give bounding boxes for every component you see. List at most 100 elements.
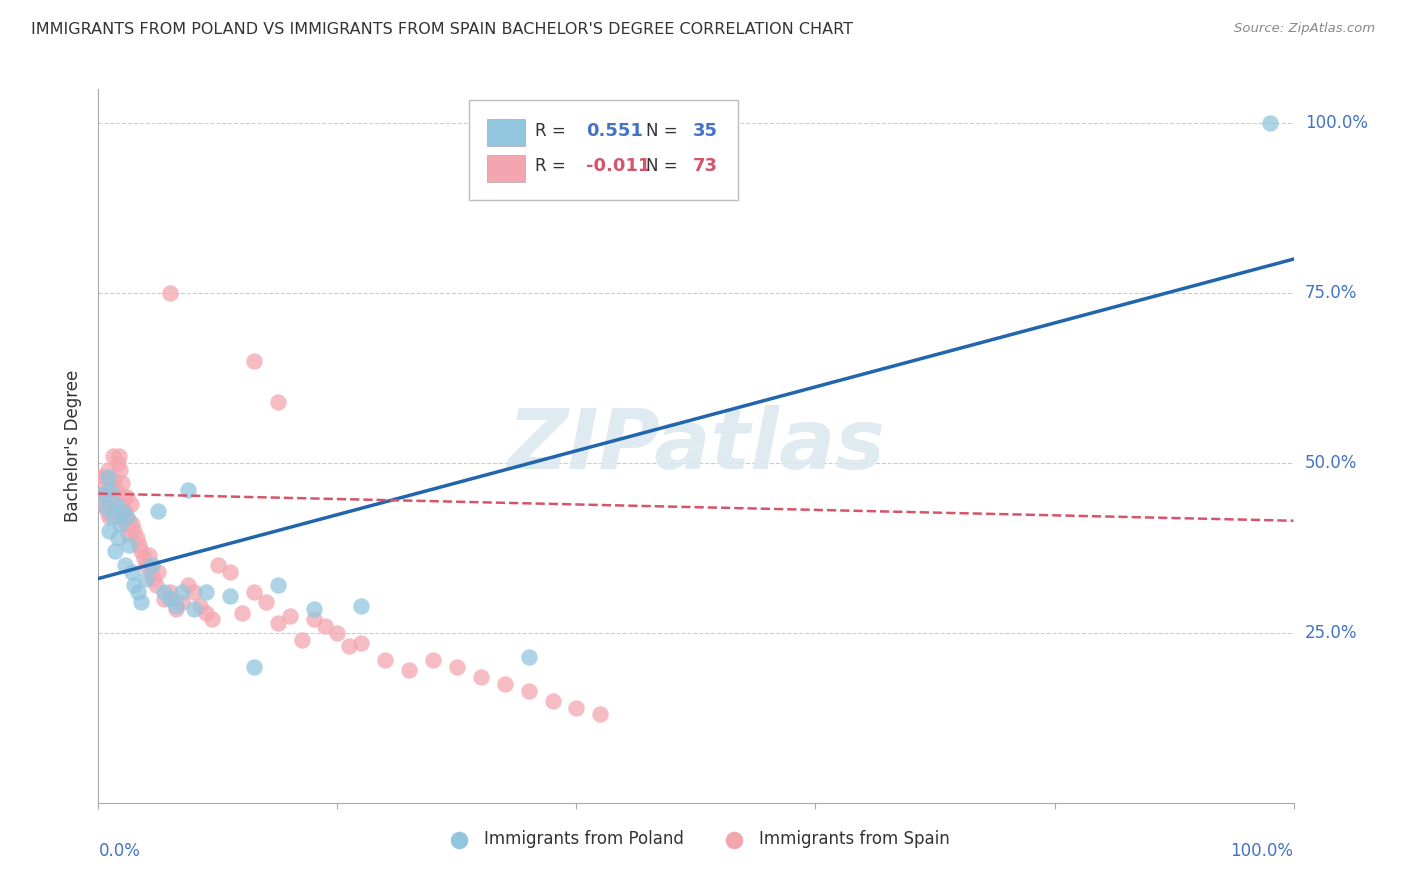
FancyBboxPatch shape	[486, 120, 524, 146]
Point	[153, 585, 176, 599]
Point	[565, 700, 588, 714]
Point	[107, 449, 129, 463]
Point	[422, 653, 444, 667]
Text: 0.551: 0.551	[586, 121, 643, 139]
Y-axis label: Bachelor's Degree: Bachelor's Degree	[65, 370, 83, 522]
Point	[107, 531, 129, 545]
Point	[254, 595, 277, 609]
Point	[114, 503, 136, 517]
Point	[98, 524, 121, 538]
Point	[517, 683, 540, 698]
Point	[108, 463, 131, 477]
Point	[104, 544, 127, 558]
Point	[165, 599, 187, 613]
Point	[201, 612, 224, 626]
Point	[541, 694, 564, 708]
Point	[267, 615, 290, 630]
Text: 50.0%: 50.0%	[1305, 454, 1357, 472]
Point	[135, 572, 157, 586]
Point	[1258, 116, 1281, 130]
Text: 100.0%: 100.0%	[1305, 114, 1368, 132]
Point	[124, 524, 146, 538]
Point	[350, 636, 373, 650]
Point	[302, 612, 325, 626]
Point	[183, 602, 205, 616]
Point	[188, 599, 211, 613]
Point	[93, 469, 115, 483]
Text: ZIPatlas: ZIPatlas	[508, 406, 884, 486]
Point	[195, 585, 218, 599]
Point	[139, 565, 162, 579]
Point	[339, 640, 361, 654]
Point	[141, 558, 163, 572]
Point	[98, 483, 122, 498]
Point	[103, 473, 125, 487]
Point	[159, 585, 181, 599]
Point	[131, 544, 153, 558]
Point	[177, 483, 200, 498]
Point	[302, 602, 325, 616]
Text: 25.0%: 25.0%	[1305, 624, 1357, 642]
Point	[142, 572, 165, 586]
Point	[115, 517, 138, 532]
Point	[94, 500, 117, 515]
Point	[165, 602, 187, 616]
Point	[101, 449, 124, 463]
Point	[138, 548, 160, 562]
Point	[278, 608, 301, 623]
Point	[91, 497, 114, 511]
Point	[90, 469, 112, 483]
Point	[446, 660, 468, 674]
Point	[104, 503, 127, 517]
Text: 73: 73	[692, 157, 717, 175]
Point	[374, 653, 396, 667]
Point	[350, 599, 373, 613]
Point	[172, 595, 194, 609]
Point	[131, 595, 153, 609]
Point	[96, 503, 118, 517]
Point	[91, 486, 114, 500]
Point	[326, 626, 349, 640]
Point	[148, 565, 170, 579]
Point	[243, 660, 266, 674]
Point	[107, 456, 129, 470]
Point	[111, 503, 134, 517]
Point	[105, 497, 128, 511]
Point	[153, 591, 176, 606]
Point	[183, 585, 205, 599]
Point	[219, 589, 242, 603]
Point	[94, 483, 117, 498]
Point	[112, 490, 135, 504]
Point	[398, 663, 420, 677]
Text: R =: R =	[534, 157, 571, 175]
Point	[128, 537, 150, 551]
Point	[243, 585, 266, 599]
Point	[91, 486, 114, 500]
Legend: Immigrants from Poland, Immigrants from Spain: Immigrants from Poland, Immigrants from …	[436, 824, 956, 855]
Point	[219, 565, 242, 579]
Text: -0.011: -0.011	[586, 157, 651, 175]
Point	[124, 578, 146, 592]
Point	[97, 469, 120, 483]
Point	[267, 394, 290, 409]
Point	[105, 483, 128, 498]
Point	[267, 578, 290, 592]
Point	[98, 510, 121, 524]
Point	[207, 558, 229, 572]
Point	[121, 517, 143, 532]
Text: IMMIGRANTS FROM POLAND VS IMMIGRANTS FROM SPAIN BACHELOR'S DEGREE CORRELATION CH: IMMIGRANTS FROM POLAND VS IMMIGRANTS FRO…	[31, 22, 853, 37]
Text: 75.0%: 75.0%	[1305, 284, 1357, 302]
Text: N =: N =	[645, 121, 683, 139]
FancyBboxPatch shape	[470, 100, 738, 200]
Point	[118, 537, 141, 551]
Point	[135, 558, 157, 572]
Text: 35: 35	[692, 121, 717, 139]
Point	[97, 463, 120, 477]
Point	[195, 606, 218, 620]
Point	[517, 649, 540, 664]
Point	[159, 286, 181, 301]
Point	[243, 354, 266, 368]
Point	[177, 578, 200, 592]
Point	[121, 565, 143, 579]
FancyBboxPatch shape	[486, 155, 524, 182]
